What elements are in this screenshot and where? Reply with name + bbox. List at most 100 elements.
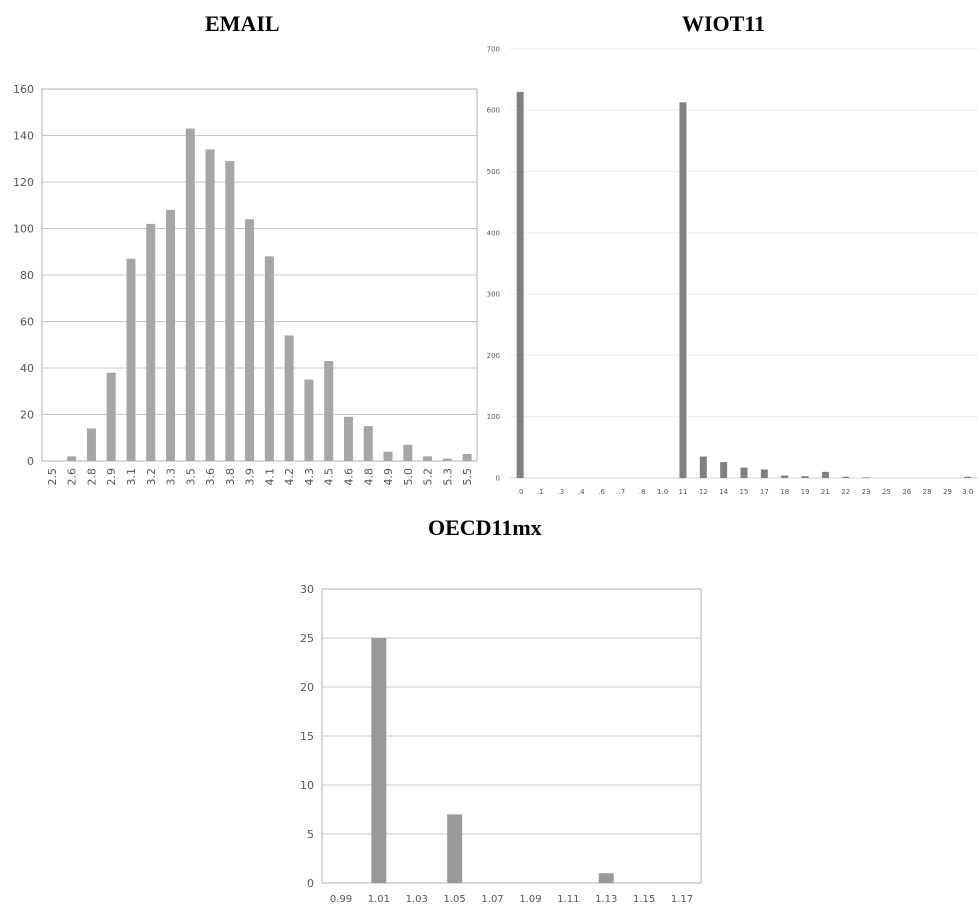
wiot11-bar [781,475,789,478]
wiot11-y-tick-label: 400 [487,229,500,237]
email-bar [245,219,255,461]
email-bar [442,458,452,461]
wiot11-x-tick-label: 21 [821,488,830,496]
wiot11-x-tick-label: 23 [862,488,871,496]
email-bar [284,335,294,461]
email-x-tick-label: 5.3 [441,468,454,486]
oecd11mx-x-tick-label: 1.15 [633,894,655,905]
wiot11-x-tick-label: .8 [639,488,646,496]
wiot11-x-tick-label: .6 [598,488,605,496]
email-x-tick-label: 3.9 [244,468,257,486]
wiot11-bar [516,91,524,479]
oecd11mx-x-tick-label: 1.01 [368,894,390,905]
oecd11mx-x-tick-label: 0.99 [330,894,352,905]
wiot11-x-tick-label: 17 [760,488,769,496]
email-bar [462,454,472,461]
email-x-tick-label: 3.6 [204,468,217,486]
email-y-tick-label: 0 [27,455,34,468]
email-bar [343,416,353,461]
email-bar [324,361,334,461]
wiot11-bar [760,469,768,478]
chart-title-oecd11mx: OECD11mx [428,515,542,540]
email-x-tick-label: 4.5 [323,468,336,486]
email-bar [225,161,235,461]
wiot11-x-tick-label: 25 [882,488,891,496]
email-x-tick-label: 4.3 [303,468,316,486]
email-bar [185,128,195,461]
email-bar [383,451,393,461]
email-bar [304,379,314,461]
wiot11-x-tick-label: .3 [558,488,565,496]
email-y-tick-label: 40 [20,362,34,375]
email-bar [126,258,136,461]
email-x-tick-label: 3.1 [125,468,138,486]
wiot11-bar [801,476,809,478]
email-bar [264,256,274,461]
email-y-tick-label: 100 [13,222,34,235]
wiot11-bar [720,462,728,478]
wiot11-y-tick-label: 100 [487,413,500,421]
wiot11-y-tick-label: 300 [487,291,500,299]
wiot11-x-tick-label: .4 [578,488,585,496]
email-y-tick-label: 140 [13,129,34,142]
email-x-tick-label: 2.5 [46,468,59,486]
email-x-tick-label: 5.5 [461,468,474,486]
wiot11-bar [842,476,850,478]
wiot11-x-tick-label: .7 [619,488,626,496]
wiot11-y-tick-label: 700 [487,45,500,53]
email-y-tick-label: 60 [20,315,34,328]
oecd11mx-x-tick-label: 1.09 [519,894,541,905]
chart-title-email: EMAIL [205,11,280,36]
wiot11-x-tick-label: .0 [517,488,524,496]
oecd11mx-bar [447,814,463,883]
email-x-tick-label: 5.2 [422,468,435,486]
wiot11-x-tick-label: 11 [678,488,687,496]
oecd11mx-plot-frame [321,588,702,884]
email-y-tick-label: 20 [20,408,34,421]
oecd11mx-bar [598,873,614,883]
oecd11mx-x-tick-label: 1.05 [444,894,466,905]
wiot11-bar [964,476,972,478]
wiot11-bar [699,456,707,478]
oecd11mx-bar [371,638,387,883]
email-bar [146,223,156,461]
oecd11mx-x-tick-label: 1.07 [481,894,503,905]
wiot11-x-tick-label: 19 [801,488,810,496]
email-bar [205,149,215,461]
wiot11-x-tick-label: 18 [780,488,789,496]
email-x-tick-label: 4.2 [283,468,296,486]
email-bar [106,372,116,461]
wiot11-x-tick-label: 22 [841,488,850,496]
email-x-tick-label: 4.1 [263,468,276,486]
email-bar [423,456,433,461]
email-x-tick-label: 4.6 [342,468,355,486]
email-x-tick-label: 4.9 [382,468,395,486]
oecd11mx-y-tick-label: 20 [300,681,314,694]
oecd11mx-x-tick-label: 1.11 [557,894,579,905]
oecd11mx-y-tick-label: 15 [300,730,314,743]
email-plot-frame [41,88,478,462]
oecd11mx-y-tick-label: 10 [300,779,314,792]
email-y-tick-label: 120 [13,176,34,189]
oecd11mx-y-tick-label: 5 [307,828,314,841]
wiot11-x-tick-label: 14 [719,488,728,496]
email-bar [363,426,373,461]
wiot11-bar [821,471,829,478]
email-x-tick-label: 3.3 [165,468,178,486]
wiot11-y-tick-label: 0 [496,474,500,482]
email-bar [86,428,96,461]
wiot11-x-tick-label: 15 [740,488,749,496]
wiot11-x-tick-label: 1.0 [657,488,668,496]
wiot11-x-tick-label: .1 [537,488,544,496]
wiot11-y-tick-label: 200 [487,352,500,360]
email-bar [403,444,413,461]
wiot11-x-tick-label: 26 [902,488,911,496]
wiot11-y-tick-label: 600 [487,107,500,115]
wiot11-bar [862,477,870,478]
oecd11mx-y-tick-label: 0 [307,877,314,890]
wiot11-x-tick-label: 3.0 [962,488,973,496]
email-x-tick-label: 5.0 [402,468,415,486]
wiot11-y-tick-label: 500 [487,168,500,176]
email-x-tick-label: 2.8 [85,468,98,486]
